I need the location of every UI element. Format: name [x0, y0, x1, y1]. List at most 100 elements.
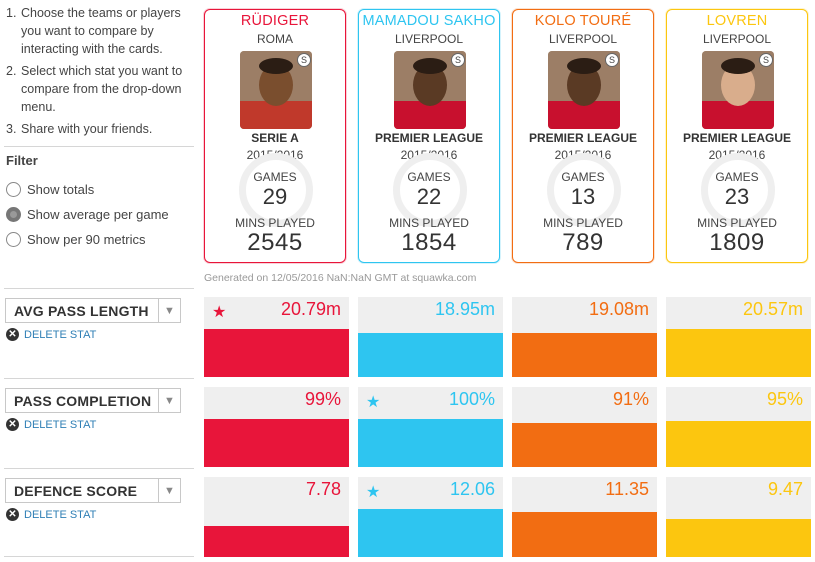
stat-bar [204, 419, 349, 467]
delete-stat-1[interactable]: ✕ DELETE STAT [6, 328, 96, 341]
stat-cell: 20.79m ★ [204, 297, 349, 377]
radio-button[interactable] [6, 182, 21, 197]
instruction-1: 1. Choose the teams or players you want t… [6, 6, 181, 56]
divider [4, 378, 194, 379]
stat-bar [358, 509, 503, 557]
mins-label: MINS PLAYED [235, 216, 315, 230]
delete-stat-2[interactable]: ✕ DELETE STAT [6, 418, 96, 431]
star-icon: ★ [212, 304, 227, 321]
squawka-logo-icon: S [297, 53, 311, 67]
divider [4, 146, 194, 147]
mins-value: 1854 [401, 229, 457, 256]
stat-cell: 18.95m [358, 297, 503, 377]
stat-cell: 99% [204, 387, 349, 467]
player-league: PREMIER LEAGUE [682, 131, 791, 145]
close-icon[interactable]: ✕ [6, 418, 19, 431]
player-name: MAMADOU SAKHO [362, 13, 496, 29]
stat-value: 19.08m [588, 299, 649, 319]
instruction-2: 2. Select which stat you want to compare … [6, 64, 183, 114]
divider [4, 556, 194, 557]
star-icon: ★ [366, 394, 381, 411]
divider [4, 468, 194, 469]
stat-value: 11.35 [605, 479, 649, 499]
stat-value: 12.06 [449, 479, 495, 499]
filter-option-average[interactable]: Show average per game [6, 207, 169, 222]
stat-select-3[interactable]: DEFENCE SCORE ▼ [5, 478, 181, 503]
games-value: 13 [570, 184, 596, 209]
stat-value: 9.47 [767, 479, 803, 499]
mins-label: MINS PLAYED [697, 216, 777, 230]
chevron-down-icon[interactable]: ▼ [158, 389, 180, 412]
close-icon[interactable]: ✕ [6, 508, 19, 521]
player-photo [702, 51, 774, 129]
stat-bar [666, 421, 811, 467]
chevron-down-icon[interactable]: ▼ [158, 299, 180, 322]
stat-cell: 20.57m [666, 297, 811, 377]
games-value: 29 [262, 184, 288, 209]
stat-bar [204, 329, 349, 377]
divider [4, 288, 194, 289]
left-panel: 1. Choose the teams or players you want t… [0, 0, 195, 562]
player-club: LIVERPOOL [702, 32, 772, 46]
player-photo [394, 51, 466, 129]
chevron-down-icon[interactable]: ▼ [158, 479, 180, 502]
games-ring [701, 153, 775, 227]
mins-label: MINS PLAYED [543, 216, 623, 230]
stat-value: 20.79m [280, 299, 341, 319]
stat-cell: 11.35 [512, 477, 657, 557]
games-label: GAMES [715, 170, 759, 184]
player-club: LIVERPOOL [394, 32, 464, 46]
star-icon: ★ [366, 484, 381, 501]
instruction-3: 3. Share with your friends. [6, 122, 153, 136]
stat-cell: 9.47 [666, 477, 811, 557]
stat-value: 95% [766, 389, 803, 409]
player-club: LIVERPOOL [548, 32, 618, 46]
radio-button[interactable] [6, 232, 21, 247]
stat-bar [204, 526, 349, 557]
stat-bar [512, 512, 657, 557]
stat-cell: 95% [666, 387, 811, 467]
player-league: PREMIER LEAGUE [374, 131, 483, 145]
stat-value: 100% [448, 389, 495, 409]
games-ring [239, 153, 313, 227]
stat-bar [512, 423, 657, 467]
delete-stat-3[interactable]: ✕ DELETE STAT [6, 508, 96, 521]
stat-value: 99% [304, 389, 341, 409]
stat-value: 20.57m [742, 299, 803, 319]
player-name: KOLO TOURÉ [534, 13, 632, 29]
stat-select-1[interactable]: AVG PASS LENGTH ▼ [5, 298, 181, 323]
games-value: 22 [416, 184, 442, 209]
stat-bar [358, 333, 503, 377]
player-card[interactable]: RÜDIGER ROMA S SERIE A 2015/2016 GAMES 29 MINS … [204, 9, 346, 263]
stat-bar [666, 519, 811, 557]
stat-bar [358, 419, 503, 467]
stat-cell: 91% [512, 387, 657, 467]
close-icon[interactable]: ✕ [6, 328, 19, 341]
filter-option-totals[interactable]: Show totals [6, 182, 94, 197]
stat-select-2[interactable]: PASS COMPLETION ▼ [5, 388, 181, 413]
player-club: ROMA [257, 32, 293, 46]
stat-bar [666, 329, 811, 377]
mins-value: 1809 [709, 229, 765, 256]
stat-cell: 19.08m [512, 297, 657, 377]
stat-value: 91% [612, 389, 649, 409]
radio-button-selected[interactable] [6, 207, 21, 222]
player-card[interactable]: LOVREN LIVERPOOL S PREMIER LEAGUE 2015/2016 G… [666, 9, 808, 263]
stat-cell: 100% ★ [358, 387, 503, 467]
player-card[interactable]: KOLO TOURÉ LIVERPOOL S PREMIER LEAGUE 2015/2… [512, 9, 654, 263]
player-card[interactable]: MAMADOU SAKHO LIVERPOOL S PREMIER LEAGUE 201… [358, 9, 500, 263]
games-label: GAMES [253, 170, 297, 184]
stat-bar [512, 333, 657, 377]
stat-value: 7.78 [305, 479, 341, 499]
games-ring [547, 153, 621, 227]
player-league: PREMIER LEAGUE [528, 131, 637, 145]
mins-value: 2545 [247, 229, 303, 256]
player-name: LOVREN [706, 13, 768, 29]
games-label: GAMES [561, 170, 605, 184]
player-league: SERIE A [251, 131, 299, 145]
filter-option-per90[interactable]: Show per 90 metrics [6, 232, 146, 247]
instructions: 1. Choose the teams or players you want t… [6, 4, 192, 142]
stat-value: 18.95m [434, 299, 495, 319]
stat-cell: 12.06 ★ [358, 477, 503, 557]
squawka-logo-icon: S [605, 53, 619, 67]
